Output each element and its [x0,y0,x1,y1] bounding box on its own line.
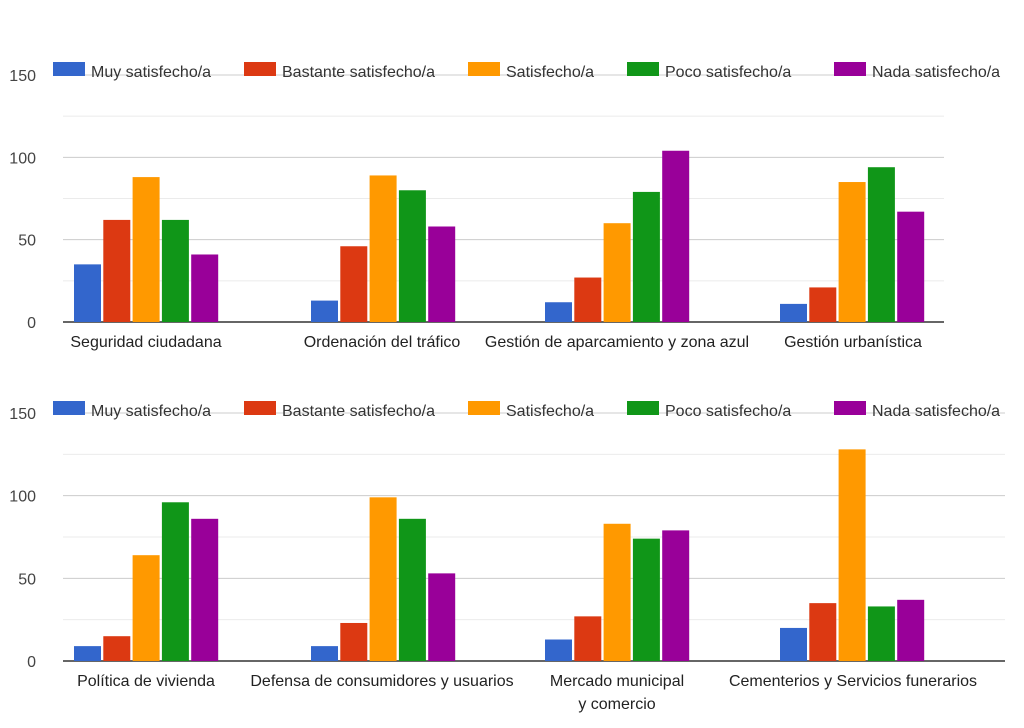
chart-panel-2: 0 50 100 150 Política de vivienda Defensa de … [9,401,1005,713]
bar [867,167,895,322]
y-tick-label: 150 [9,406,36,423]
legend-label: Poco satisfecho/a [665,403,791,420]
bar [780,627,807,661]
bar [838,449,866,661]
legend-swatch [468,62,500,76]
category-label: Gestión urbanística [784,334,922,351]
bar [662,530,690,661]
bar [161,219,189,322]
bar [632,538,660,661]
bar [545,639,572,661]
bar [809,603,837,661]
bar [398,518,426,661]
bar [369,497,397,661]
bar [780,303,807,322]
bar [603,523,631,661]
category-label: Defensa de consumidores y usuarios [250,673,513,690]
legend-label: Muy satisfecho/a [91,64,211,81]
legend-swatch [244,401,276,415]
legend-swatch [627,401,659,415]
bar [311,646,338,661]
legend-label: Satisfecho/a [506,403,594,420]
bar [103,636,131,661]
bar [398,190,426,322]
y-tick-label: 150 [9,68,36,85]
bar [161,502,189,661]
y-tick-label: 100 [9,150,36,167]
category-label: Política de vivienda [77,673,215,690]
y-tick-label: 100 [9,489,36,506]
bar [574,277,602,322]
bar [897,211,925,322]
bar [132,555,160,661]
legend-label: Muy satisfecho/a [91,403,211,420]
bar [897,599,925,661]
bar [428,226,456,322]
legend-swatch [834,401,866,415]
bar [369,175,397,322]
legend-swatch [627,62,659,76]
bar [603,223,631,322]
legend-label: Nada satisfecho/a [872,64,1000,81]
category-label: Gestión de aparcamiento y zona azul [485,334,749,351]
legend-label: Satisfecho/a [506,64,594,81]
bar [574,616,602,661]
bar [428,573,456,661]
y-tick-label: 50 [18,233,36,250]
legend-label: Bastante satisfecho/a [282,64,435,81]
legend-swatch [834,62,866,76]
bar [340,246,368,322]
bar [191,518,219,661]
bar [838,182,866,322]
category-label: y comercio [578,696,655,713]
bar [103,219,131,322]
legend-swatch [53,62,85,76]
bar [340,622,368,661]
category-label: Cementerios y Servicios funerarios [729,673,977,690]
legend-swatch [53,401,85,415]
category-label: Seguridad ciudadana [70,334,221,351]
legend-label: Nada satisfecho/a [872,403,1000,420]
legend-label: Bastante satisfecho/a [282,403,435,420]
chart-panel-1: 0 50 100 150 Seguridad ciudadana Ordenación d… [9,62,1000,351]
category-label: Mercado municipal [550,673,684,690]
bar [74,264,101,322]
legend-swatch [244,62,276,76]
bar [662,150,690,322]
bar [132,177,160,322]
bar [867,606,895,661]
category-label: Ordenación del tráfico [304,334,461,351]
y-tick-label: 0 [27,315,36,332]
bar [74,646,101,661]
bar [545,302,572,322]
bar [311,300,338,322]
bar [632,191,660,322]
y-tick-label: 50 [18,571,36,588]
bar [809,287,837,322]
bar [191,254,219,322]
legend-swatch [468,401,500,415]
legend-label: Poco satisfecho/a [665,64,791,81]
y-tick-label: 0 [27,654,36,671]
